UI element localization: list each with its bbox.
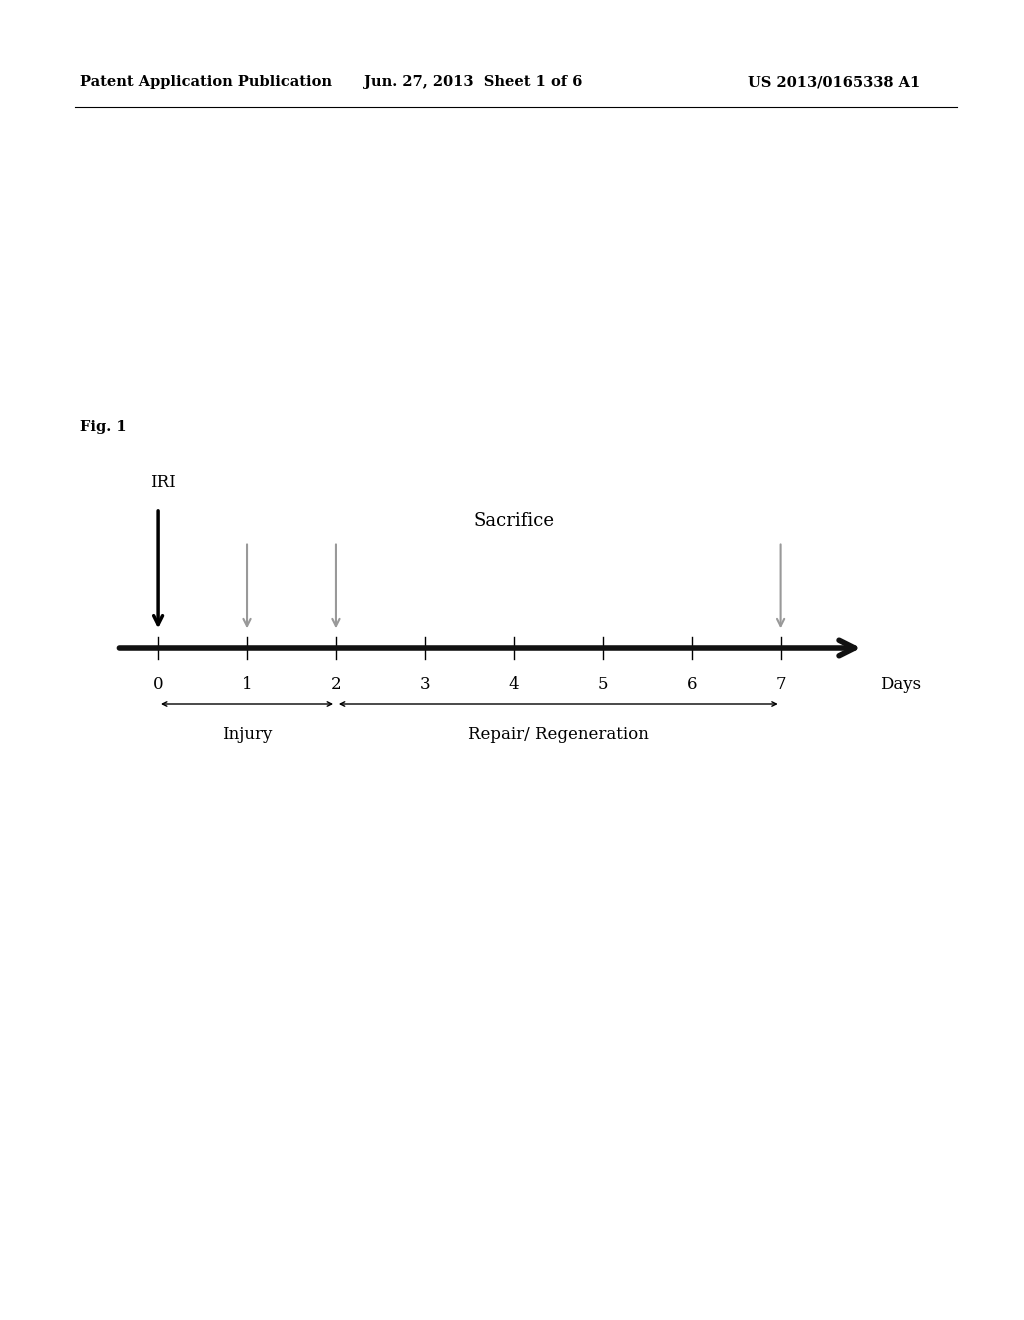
Text: Fig. 1: Fig. 1 — [80, 420, 127, 434]
Text: Sacrifice: Sacrifice — [473, 512, 554, 531]
Text: Repair/ Regeneration: Repair/ Regeneration — [468, 726, 649, 743]
Text: 1: 1 — [242, 676, 252, 693]
Text: 6: 6 — [686, 676, 697, 693]
Text: 0: 0 — [153, 676, 164, 693]
Text: 3: 3 — [420, 676, 430, 693]
Text: IRI: IRI — [150, 474, 175, 491]
Text: Injury: Injury — [222, 726, 272, 743]
Text: Patent Application Publication: Patent Application Publication — [80, 75, 332, 88]
Text: Jun. 27, 2013  Sheet 1 of 6: Jun. 27, 2013 Sheet 1 of 6 — [364, 75, 582, 88]
Text: 5: 5 — [597, 676, 608, 693]
Text: Days: Days — [881, 676, 922, 693]
Text: 4: 4 — [509, 676, 519, 693]
Text: 7: 7 — [775, 676, 785, 693]
Text: US 2013/0165338 A1: US 2013/0165338 A1 — [748, 75, 920, 88]
Text: 2: 2 — [331, 676, 341, 693]
